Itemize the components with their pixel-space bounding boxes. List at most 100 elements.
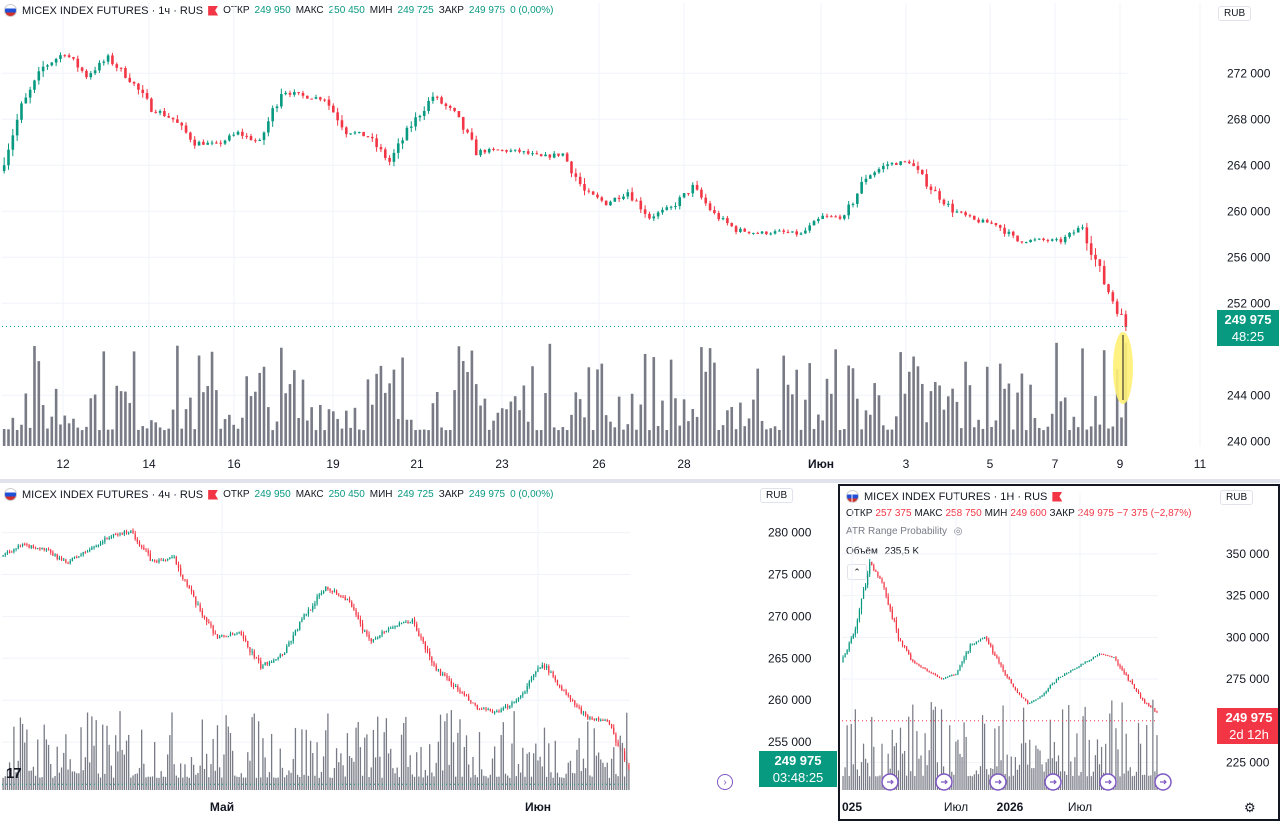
candle-body bbox=[847, 204, 850, 216]
volume-bar bbox=[392, 369, 396, 446]
chart-canvas-1h[interactable]: 272 000 268 000 264 000 260 000 256 000 252 0… bbox=[0, 0, 1280, 478]
candle-body bbox=[21, 543, 24, 546]
volume-bar bbox=[756, 368, 760, 446]
candle-body bbox=[1117, 660, 1119, 665]
candle-body bbox=[52, 552, 54, 556]
pane-divider[interactable] bbox=[0, 479, 1280, 483]
candle-body bbox=[234, 633, 236, 635]
candle-body bbox=[223, 635, 225, 637]
volume-bar bbox=[403, 723, 405, 790]
volume-bar bbox=[928, 750, 930, 790]
candle-body bbox=[43, 547, 45, 550]
volume-bar bbox=[519, 772, 522, 790]
volume-bar bbox=[936, 762, 939, 790]
volume-bar bbox=[344, 410, 348, 446]
candle-body bbox=[307, 609, 310, 615]
settings-gear-icon[interactable]: ⚙ bbox=[1244, 800, 1256, 815]
candle-body bbox=[89, 73, 93, 78]
volume-bar bbox=[361, 775, 364, 790]
volume-bar bbox=[895, 742, 897, 790]
candle-body bbox=[587, 190, 591, 192]
candle-body bbox=[349, 133, 352, 135]
volume-bar bbox=[873, 383, 876, 446]
volume-bar bbox=[561, 427, 565, 446]
candle-body bbox=[938, 676, 941, 678]
volume-bar bbox=[977, 419, 980, 446]
candle-body bbox=[254, 140, 257, 142]
candle-body bbox=[1103, 654, 1105, 656]
y-tick-label: 265 000 bbox=[768, 651, 812, 665]
candle-body bbox=[375, 138, 378, 148]
symbol-title[interactable]: MICEX INDEX FUTURES · 4ч · RUS bbox=[22, 488, 204, 501]
tradingview-logo-icon[interactable]: 17 bbox=[6, 765, 22, 782]
volume-bar bbox=[479, 405, 482, 446]
volume-bar bbox=[433, 776, 435, 790]
volume-bar bbox=[325, 730, 327, 790]
candle-body bbox=[1135, 688, 1138, 692]
currency-button[interactable]: RUB bbox=[760, 488, 794, 503]
volume-bar bbox=[60, 767, 63, 790]
symbol-title[interactable]: MICEX INDEX FUTURES · 1ч · RUS bbox=[22, 4, 204, 17]
volume-bar bbox=[669, 359, 673, 446]
chart-canvas-4h[interactable]: 280 000 275 000 270 000 265 000 260 000 255 0… bbox=[0, 484, 838, 821]
volume-bar bbox=[500, 735, 502, 790]
volume-bar bbox=[565, 773, 567, 790]
volume-bar bbox=[318, 777, 320, 790]
candle-body bbox=[721, 218, 725, 220]
candle-body bbox=[314, 603, 316, 606]
volume-bar bbox=[678, 425, 682, 446]
volume-bar bbox=[41, 405, 45, 446]
candle-body bbox=[474, 139, 478, 156]
flag-icon[interactable] bbox=[208, 5, 219, 16]
chart-canvas-1w[interactable]: 350 000 325 000 300 000 275 000 225 000 025 Ию… bbox=[838, 484, 1280, 821]
candle-body bbox=[778, 230, 781, 232]
chart-pane-1h[interactable]: MICEX INDEX FUTURES · 1ч · RUS ОТКР 249 9… bbox=[0, 0, 1280, 478]
candle-body bbox=[967, 651, 969, 653]
scroll-to-realtime-icon[interactable]: › bbox=[717, 774, 733, 790]
volume-bar bbox=[1129, 767, 1131, 790]
chart-pane-1w[interactable]: MICEX INDEX FUTURES · 1Н · RUS ОТКР 257 3… bbox=[838, 484, 1280, 821]
candle-body bbox=[158, 559, 160, 563]
candle-body bbox=[1090, 659, 1092, 661]
volume-bar bbox=[234, 775, 236, 790]
collapse-legend-button[interactable]: ⌃ bbox=[847, 564, 867, 580]
chart-pane-4h[interactable]: MICEX INDEX FUTURES · 4ч · RUS ОТКР 249 9… bbox=[0, 484, 838, 821]
volume-bar bbox=[704, 371, 708, 446]
candle-body bbox=[963, 657, 965, 662]
volume-bar bbox=[89, 398, 93, 446]
volume-bar bbox=[949, 725, 951, 790]
volume-bar bbox=[86, 712, 89, 790]
candle-body bbox=[50, 550, 52, 553]
candle-body bbox=[1094, 656, 1097, 658]
volume-bar bbox=[483, 775, 485, 790]
volume-bar bbox=[825, 378, 829, 446]
candle-body bbox=[413, 619, 416, 625]
volume-bar bbox=[491, 758, 494, 790]
volume-bar bbox=[1088, 739, 1090, 790]
currency-button[interactable]: RUB bbox=[1218, 6, 1252, 21]
flag-icon[interactable] bbox=[208, 489, 219, 500]
volume-bar bbox=[1080, 771, 1082, 790]
volume-bar bbox=[169, 735, 171, 790]
candle-body bbox=[1055, 679, 1058, 683]
candle-body bbox=[2, 555, 4, 557]
volume-bar bbox=[558, 777, 561, 790]
candle-body bbox=[955, 211, 959, 213]
currency-button[interactable]: RUB bbox=[1220, 490, 1254, 505]
flag-icon[interactable] bbox=[1052, 491, 1063, 502]
indicator-title[interactable]: ATR Range Probability ◎ bbox=[846, 526, 963, 537]
volume-bar bbox=[418, 776, 420, 790]
volume-bar bbox=[1090, 776, 1092, 790]
candle-body bbox=[940, 677, 943, 680]
candle-body bbox=[318, 594, 320, 597]
volume-bar bbox=[455, 776, 457, 790]
eye-icon[interactable]: ◎ bbox=[953, 526, 963, 537]
candle-body bbox=[327, 586, 329, 590]
candle-body bbox=[537, 668, 539, 672]
candle-body bbox=[965, 652, 967, 658]
volume-bar bbox=[1033, 768, 1035, 790]
candle-body bbox=[848, 642, 850, 651]
candle-body bbox=[951, 674, 953, 676]
volume-bar bbox=[799, 429, 803, 446]
volume-bar bbox=[522, 385, 526, 446]
